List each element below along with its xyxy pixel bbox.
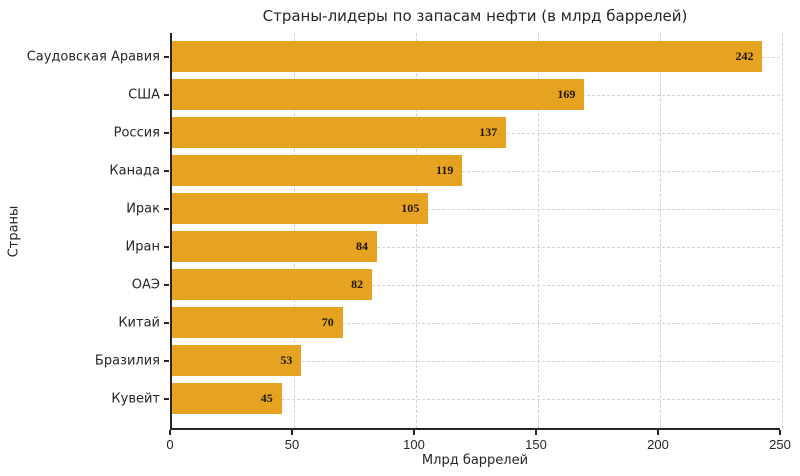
bar: 105 [172,193,429,224]
bar: 70 [172,307,343,338]
bar: 45 [172,383,282,414]
x-tick-label: 150 [525,437,547,452]
y-tick-mark [164,131,169,134]
x-tick-mark [657,430,659,435]
x-tick-label: 250 [769,437,791,452]
bar-value-label: 82 [351,277,364,291]
horizontal-gridline [172,170,780,172]
y-tick-mark [164,397,169,400]
horizontal-gridline [172,398,780,400]
bar: 84 [172,231,377,262]
bar-value-label: 84 [355,239,368,253]
y-tick-mark [164,359,169,362]
category-tick-label: Россия [113,125,160,140]
x-tick-mark [169,430,171,435]
x-tick-mark [291,430,293,435]
vertical-gridline [782,33,783,428]
horizontal-gridline [172,284,780,286]
x-tick-label: 0 [166,437,174,452]
y-tick-mark [164,93,169,96]
y-axis-label: Страны [6,205,22,258]
category-tick-label: Канада [109,163,160,178]
y-tick-mark [164,169,169,172]
x-tick-label: 50 [284,437,300,452]
bar-value-label: 169 [557,87,576,101]
category-tick-label: США [128,87,160,102]
bar-value-label: 70 [321,315,334,329]
bar-value-label: 45 [260,391,273,405]
x-axis-label: Млрд баррелей [421,453,529,468]
horizontal-gridline [172,208,780,210]
x-tick-label: 100 [403,437,425,452]
bar-value-label: 53 [280,353,293,367]
x-tick-label: 200 [647,437,669,452]
vertical-gridline [660,33,661,428]
bar: 242 [172,41,763,72]
y-tick-mark [164,55,169,58]
bar: 82 [172,269,373,300]
horizontal-gridline [172,322,780,324]
category-tick-label: Кувейт [111,391,160,406]
bar: 169 [172,79,585,110]
bar: 119 [172,155,463,186]
category-tick-label: ОАЭ [131,277,160,292]
y-tick-mark [164,207,169,210]
bar-value-label: 137 [479,125,498,139]
chart-title: Страны-лидеры по запасам нефти (в млрд б… [262,7,688,25]
bar: 53 [172,345,302,376]
horizontal-gridline [172,360,780,362]
category-tick-label: Иран [125,239,160,254]
x-tick-mark [413,430,415,435]
vertical-gridline [416,33,417,428]
bar-value-label: 105 [401,201,420,215]
bar-value-label: 242 [735,49,754,63]
bar-value-label: 119 [436,163,454,177]
x-tick-mark [779,430,781,435]
horizontal-gridline [172,246,780,248]
x-tick-mark [535,430,537,435]
y-tick-mark [164,245,169,248]
category-tick-label: Бразилия [94,353,160,368]
plot-area: 242 169 137 119 105 84 82 70 53 45 [170,33,783,430]
vertical-gridline [294,33,295,428]
category-tick-label: Китай [118,315,160,330]
vertical-gridline [538,33,539,428]
bar: 137 [172,117,507,148]
category-tick-label: Ирак [126,201,160,216]
y-tick-mark [164,321,169,324]
y-tick-mark [164,283,169,286]
category-tick-label: Саудовская Аравия [26,49,160,64]
